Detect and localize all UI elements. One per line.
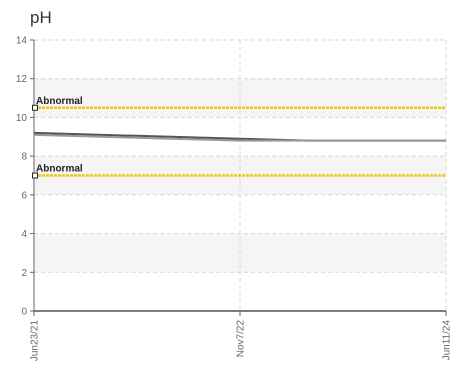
y-tick-label: 10 bbox=[16, 113, 28, 124]
y-tick-label: 8 bbox=[21, 152, 27, 163]
series-line bbox=[33, 133, 446, 142]
chart-title: pH bbox=[30, 8, 52, 27]
threshold-label: Abnormal bbox=[36, 164, 83, 175]
x-tick-label: Nov7/22 bbox=[236, 320, 247, 358]
threshold-marker bbox=[32, 172, 38, 179]
y-tick-label: 4 bbox=[21, 229, 27, 240]
grid-layer bbox=[34, 39, 447, 311]
x-tick-label: Jun23/21 bbox=[30, 320, 41, 362]
x-tick-label: Jun11/24 bbox=[442, 320, 453, 361]
threshold-layer: Abnormal Abnormal bbox=[32, 96, 446, 179]
threshold-marker bbox=[32, 104, 38, 111]
y-tick-label: 2 bbox=[21, 268, 27, 279]
y-tick-label: 14 bbox=[16, 36, 28, 47]
y-tick-label: 0 bbox=[21, 307, 27, 318]
y-tick-label: 12 bbox=[16, 74, 28, 85]
y-tick-label: 6 bbox=[21, 190, 27, 201]
series-layer bbox=[33, 131, 446, 142]
threshold-label: Abnormal bbox=[36, 96, 83, 107]
